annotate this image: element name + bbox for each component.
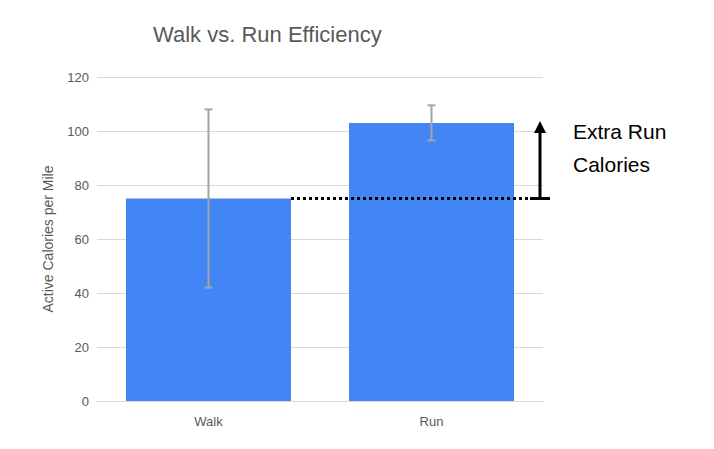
- svg-text:Extra Run: Extra Run: [573, 120, 672, 143]
- svg-text:100: 100: [67, 124, 89, 139]
- svg-text:0: 0: [82, 394, 89, 409]
- svg-text:Walk: Walk: [194, 414, 223, 429]
- svg-text:Calories: Calories: [573, 153, 650, 176]
- svg-text:40: 40: [75, 286, 89, 301]
- svg-text:20: 20: [75, 340, 89, 355]
- svg-text:120: 120: [67, 70, 89, 85]
- svg-text:Active Calories per Mile: Active Calories per Mile: [40, 165, 56, 312]
- svg-text:Walk vs. Run Efficiency: Walk vs. Run Efficiency: [153, 22, 382, 47]
- svg-text:60: 60: [75, 232, 89, 247]
- svg-text:Run: Run: [420, 414, 444, 429]
- svg-text:80: 80: [75, 178, 89, 193]
